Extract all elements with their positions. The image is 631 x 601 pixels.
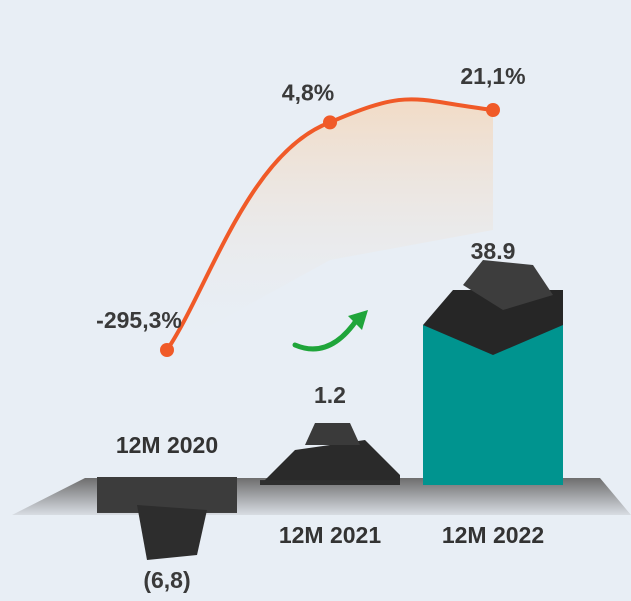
category-label: 12M 2021 (279, 522, 382, 548)
line-point (323, 115, 337, 129)
bar (260, 480, 400, 485)
coal-pile (260, 440, 400, 485)
line-label: 21,1% (460, 63, 525, 89)
chart: 12M 2020 (6,8) 12M 2021 1.2 12M 2022 38.9 -295… (0, 0, 631, 601)
value-label: (6,8) (143, 567, 190, 593)
value-label: 38.9 (471, 238, 516, 264)
line-point (160, 343, 174, 357)
category-label: 12M 2020 (116, 432, 218, 458)
value-label: 1.2 (314, 382, 346, 408)
coal-bottom (137, 505, 207, 560)
line-label: 4,8% (282, 79, 334, 105)
growth-arrow (295, 318, 358, 349)
line-point (486, 103, 500, 117)
line-label: -295,3% (96, 307, 182, 333)
coal-pile (305, 423, 360, 445)
category-label: 12M 2022 (442, 522, 544, 548)
